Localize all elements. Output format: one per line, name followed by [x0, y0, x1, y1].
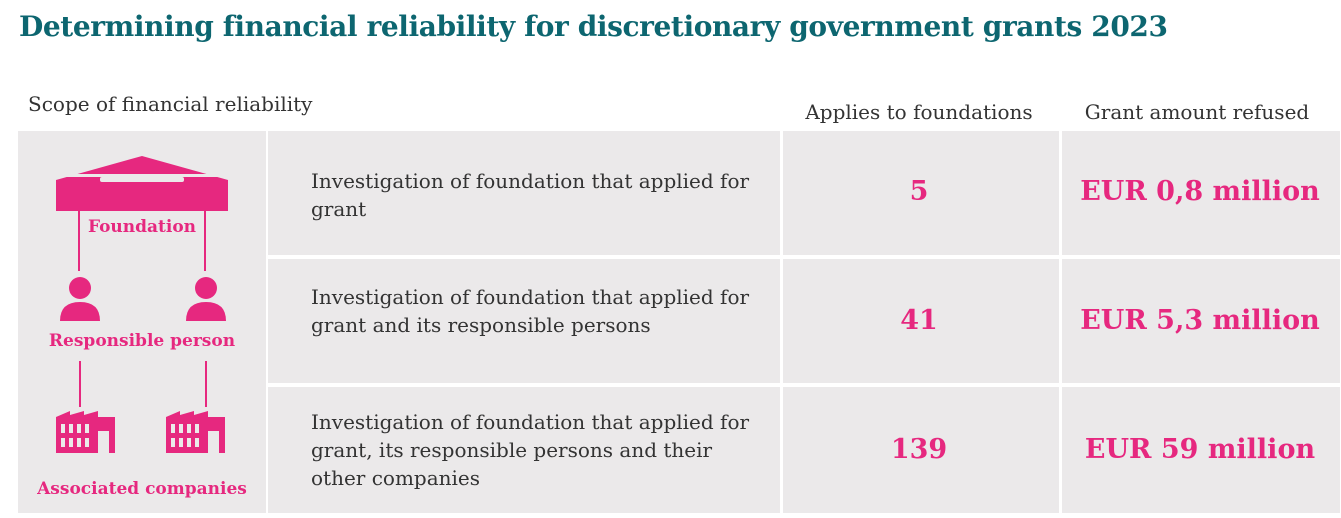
- column-divider: [1059, 131, 1062, 513]
- row-2-foundations: 41: [900, 305, 938, 336]
- row-3-description: Investigation of foundation that applied…: [311, 410, 750, 490]
- table-row-bg-1: [268, 131, 1340, 255]
- responsible-person-label: Responsible person: [48, 331, 236, 351]
- reliability-diagram: Foundation Responsible person Associated…: [18, 131, 266, 513]
- table-row-bg-2: [268, 259, 1340, 383]
- header-applies: Applies to foundations: [805, 100, 1033, 124]
- row-1-description: Investigation of foundation that applied…: [311, 169, 750, 221]
- row-2-description: Investigation of foundation that applied…: [311, 285, 750, 337]
- foundation-label: Foundation: [87, 217, 197, 237]
- column-divider: [780, 131, 783, 513]
- table-row-bg-3: [268, 387, 1340, 513]
- factory-icon: [56, 411, 115, 453]
- row-1-foundations: 5: [909, 176, 929, 207]
- header-refused: Grant amount refused: [1084, 100, 1310, 124]
- factory-icon: [166, 411, 225, 453]
- row-3-foundations: 139: [890, 434, 948, 465]
- header-scope: Scope of financial reliability: [28, 92, 313, 116]
- row-2-refused: EUR 5,3 million: [1080, 305, 1320, 336]
- associated-companies-label: Associated companies: [37, 479, 247, 499]
- row-1-refused: EUR 0,8 million: [1080, 176, 1320, 207]
- building-icon: [56, 156, 228, 211]
- person-icon: [60, 277, 100, 321]
- page-title: Determining financial reliability for di…: [19, 10, 1168, 43]
- row-3-refused: EUR 59 million: [1084, 434, 1316, 465]
- person-icon: [186, 277, 226, 321]
